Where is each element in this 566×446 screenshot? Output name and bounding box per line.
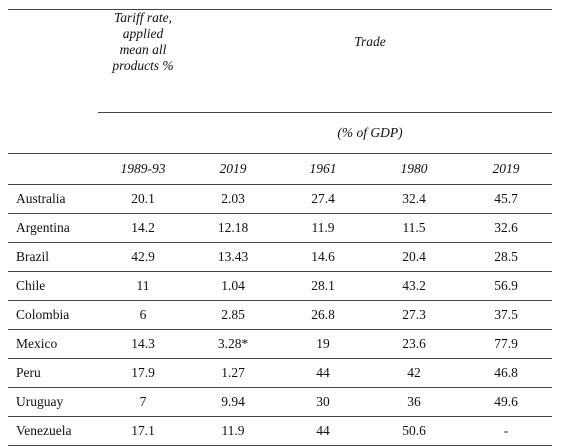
table-row: Uruguay 7 9.94 30 36 49.6: [8, 387, 552, 417]
tariff-2019-cell: 3.28*: [188, 329, 278, 359]
trade-1961-cell: 26.8: [278, 300, 368, 330]
tariff-2019-cell: 1.04: [188, 271, 278, 301]
trade-2019-cell: 37.5: [460, 300, 552, 330]
trade-2019-cell: -: [460, 416, 552, 446]
year-header: 1989-93: [98, 153, 188, 185]
trade-1980-cell: 32.4: [368, 184, 460, 214]
table-row: Venezuela 17.1 11.9 44 50.6 -: [8, 416, 552, 446]
tariff-2019-cell: 2.03: [188, 184, 278, 214]
trade-2019-cell: 28.5: [460, 242, 552, 272]
country-cell: Australia: [8, 184, 98, 214]
tariff-2019-cell: 2.85: [188, 300, 278, 330]
table-row: Mexico 14.3 3.28* 19 23.6 77.9: [8, 329, 552, 359]
country-cell: Uruguay: [8, 387, 98, 417]
trade-2019-cell: 49.6: [460, 387, 552, 417]
header-row-units: (% of GDP): [8, 113, 552, 154]
country-cell: Chile: [8, 271, 98, 301]
tariff-header-line: Tariff rate,: [113, 10, 173, 25]
trade-2019-cell: 46.8: [460, 358, 552, 388]
top-rule: [8, 9, 552, 10]
tariff-1989-93-cell: 7: [98, 387, 188, 417]
trade-1961-cell: 11.9: [278, 213, 368, 243]
table-row: Peru 17.9 1.27 44 42 46.8: [8, 358, 552, 388]
trade-1980-cell: 43.2: [368, 271, 460, 301]
trade-2019-cell: 77.9: [460, 329, 552, 359]
table-row: Chile 11 1.04 28.1 43.2 56.9: [8, 271, 552, 301]
tariff-1989-93-cell: 17.9: [98, 358, 188, 388]
header-blank-cell: [98, 113, 188, 154]
country-cell: Mexico: [8, 329, 98, 359]
table-row: Brazil 42.9 13.43 14.6 20.4 28.5: [8, 242, 552, 272]
country-cell: Colombia: [8, 300, 98, 330]
tariff-1989-93-cell: 11: [98, 271, 188, 301]
tariff-2019-cell: 12.18: [188, 213, 278, 243]
trade-1961-cell: 14.6: [278, 242, 368, 272]
tariff-header-line: applied: [122, 26, 164, 41]
gdp-unit-header: (% of GDP): [337, 125, 403, 140]
header-blank-cell: [8, 113, 98, 154]
table-row: Australia 20.1 2.03 27.4 32.4 45.7: [8, 184, 552, 214]
tariff-group-header: Tariff rate, applied mean all products %: [98, 10, 188, 113]
tariff-1989-93-cell: 14.2: [98, 213, 188, 243]
trade-1980-cell: 11.5: [368, 213, 460, 243]
tariff-1989-93-cell: 20.1: [98, 184, 188, 214]
trade-1961-cell: 44: [278, 416, 368, 446]
trade-2019-cell: 45.7: [460, 184, 552, 214]
trade-group-header: Trade: [188, 10, 552, 113]
country-cell: Venezuela: [8, 416, 98, 446]
trade-1961-cell: 19: [278, 329, 368, 359]
trade-1961-cell: 30: [278, 387, 368, 417]
header-blank-cell: [8, 10, 98, 113]
header-row-years: 1989-93 2019 1961 1980 2019: [8, 153, 552, 185]
tariff-header-line: mean all: [119, 42, 167, 57]
tariff-2019-cell: 13.43: [188, 242, 278, 272]
document-page: Tariff rate, applied mean all products %…: [8, 9, 552, 446]
trade-1980-cell: 50.6: [368, 416, 460, 446]
tariff-2019-cell: 1.27: [188, 358, 278, 388]
tariff-2019-cell: 11.9: [188, 416, 278, 446]
tariff-1989-93-cell: 17.1: [98, 416, 188, 446]
year-header: 1980: [368, 153, 460, 185]
trade-1980-cell: 36: [368, 387, 460, 417]
trade-2019-cell: 32.6: [460, 213, 552, 243]
trade-2019-cell: 56.9: [460, 271, 552, 301]
year-header: 2019: [188, 153, 278, 185]
country-cell: Peru: [8, 358, 98, 388]
trade-1980-cell: 23.6: [368, 329, 460, 359]
table-row: Argentina 14.2 12.18 11.9 11.5 32.6: [8, 213, 552, 243]
trade-1961-cell: 27.4: [278, 184, 368, 214]
trade-1980-cell: 27.3: [368, 300, 460, 330]
year-header: 2019: [460, 153, 552, 185]
tariff-trade-table: Tariff rate, applied mean all products %…: [8, 9, 552, 446]
header-row-groups: Tariff rate, applied mean all products %…: [8, 10, 552, 113]
tariff-header-line: products %: [112, 58, 174, 73]
trade-1980-cell: 42: [368, 358, 460, 388]
trade-1961-cell: 44: [278, 358, 368, 388]
tariff-2019-cell: 9.94: [188, 387, 278, 417]
year-header: 1961: [278, 153, 368, 185]
country-cell: Brazil: [8, 242, 98, 272]
country-cell: Argentina: [8, 213, 98, 243]
trade-1980-cell: 20.4: [368, 242, 460, 272]
table-row: Colombia 6 2.85 26.8 27.3 37.5: [8, 300, 552, 330]
header-blank-cell: [8, 153, 98, 185]
trade-1961-cell: 28.1: [278, 271, 368, 301]
tariff-1989-93-cell: 42.9: [98, 242, 188, 272]
tariff-1989-93-cell: 6: [98, 300, 188, 330]
tariff-1989-93-cell: 14.3: [98, 329, 188, 359]
